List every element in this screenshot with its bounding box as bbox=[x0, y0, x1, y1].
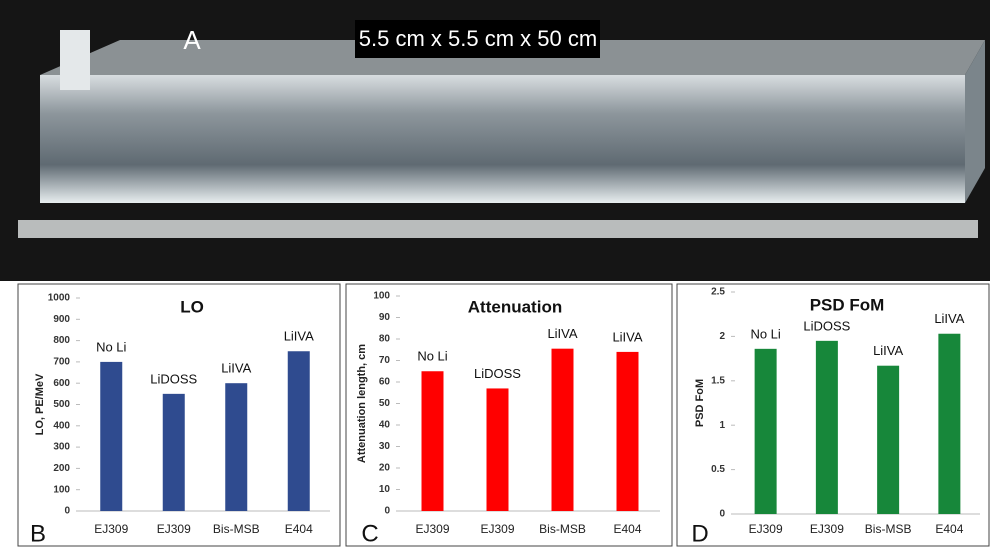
y-axis-label: Attenuation length, cm bbox=[356, 344, 368, 463]
y-tick-label: 50 bbox=[379, 398, 391, 409]
x-tick-label: EJ309 bbox=[480, 522, 514, 536]
y-tick-label: 900 bbox=[53, 314, 70, 325]
bar bbox=[288, 351, 310, 511]
bar-annotation: LiDOSS bbox=[150, 371, 197, 386]
x-tick-label: EJ309 bbox=[415, 522, 449, 536]
photo: 5.5 cm x 5.5 cm x 50 cm A bbox=[0, 0, 990, 281]
block-front bbox=[40, 75, 965, 203]
bar-annotation: No Li bbox=[417, 349, 447, 364]
bar bbox=[938, 334, 960, 514]
x-tick-label: Bis-MSB bbox=[213, 522, 260, 536]
bar-annotation: LiIVA bbox=[873, 343, 903, 358]
panel-label: C bbox=[361, 520, 378, 547]
fitting bbox=[60, 30, 90, 90]
y-tick-label: 100 bbox=[53, 484, 70, 495]
x-tick-label: Bis-MSB bbox=[865, 522, 912, 536]
y-axis-label: PSD FoM bbox=[694, 379, 706, 427]
photo-label: A bbox=[183, 25, 201, 55]
y-tick-label: 0 bbox=[719, 509, 725, 520]
y-tick-label: 0.5 bbox=[711, 464, 725, 475]
bar bbox=[755, 349, 777, 514]
x-tick-label: E404 bbox=[285, 522, 313, 536]
x-tick-label: EJ309 bbox=[810, 522, 844, 536]
page: 5.5 cm x 5.5 cm x 50 cm A LO LO, PE/MeV B 0… bbox=[0, 0, 990, 547]
x-tick-label: E404 bbox=[935, 522, 963, 536]
x-tick-label: EJ309 bbox=[749, 522, 783, 536]
ruler bbox=[18, 220, 978, 238]
y-tick-label: 2 bbox=[719, 331, 725, 342]
y-tick-label: 500 bbox=[53, 399, 70, 410]
bar-annotation: No Li bbox=[96, 339, 126, 354]
y-tick-label: 20 bbox=[379, 463, 391, 474]
bar bbox=[487, 388, 509, 511]
y-tick-label: 10 bbox=[379, 484, 391, 495]
x-tick-label: EJ309 bbox=[157, 522, 191, 536]
bar bbox=[877, 366, 899, 514]
x-tick-label: E404 bbox=[613, 522, 641, 536]
bar bbox=[225, 383, 247, 511]
bar bbox=[163, 394, 185, 511]
y-tick-label: 0 bbox=[64, 506, 70, 517]
bar-annotation: LiIVA bbox=[547, 326, 577, 341]
bar-annotation: LiIVA bbox=[934, 311, 964, 326]
bar-annotation: LiIVA bbox=[612, 329, 642, 344]
y-tick-label: 40 bbox=[379, 420, 391, 431]
panel-label: B bbox=[30, 520, 46, 547]
chart-title: Attenuation bbox=[468, 297, 562, 316]
bar bbox=[100, 362, 122, 511]
y-tick-label: 70 bbox=[379, 355, 391, 366]
y-axis-label: LO, PE/MeV bbox=[34, 373, 46, 435]
photo-caption: 5.5 cm x 5.5 cm x 50 cm bbox=[359, 26, 597, 51]
y-tick-label: 300 bbox=[53, 442, 70, 453]
panel-label: D bbox=[691, 520, 708, 547]
y-tick-label: 1000 bbox=[48, 293, 71, 304]
y-tick-label: 200 bbox=[53, 463, 70, 474]
bar-annotation: LiIVA bbox=[284, 329, 314, 344]
y-tick-label: 1.5 bbox=[711, 375, 725, 386]
y-tick-label: 80 bbox=[379, 334, 391, 345]
y-tick-label: 700 bbox=[53, 357, 70, 368]
y-tick-label: 60 bbox=[379, 377, 391, 388]
y-tick-label: 800 bbox=[53, 335, 70, 346]
y-tick-label: 100 bbox=[373, 291, 390, 302]
bar-annotation: LiDOSS bbox=[474, 366, 521, 381]
bar-annotation: LiDOSS bbox=[803, 318, 850, 333]
figure: 5.5 cm x 5.5 cm x 50 cm A LO LO, PE/MeV B 0… bbox=[0, 0, 990, 547]
y-tick-label: 400 bbox=[53, 420, 70, 431]
y-tick-label: 2.5 bbox=[711, 287, 725, 298]
x-tick-label: EJ309 bbox=[94, 522, 128, 536]
bar-annotation: No Li bbox=[750, 326, 780, 341]
bar bbox=[816, 341, 838, 514]
bar bbox=[552, 349, 574, 511]
y-tick-label: 0 bbox=[384, 506, 390, 517]
x-tick-label: Bis-MSB bbox=[539, 522, 586, 536]
y-tick-label: 1 bbox=[719, 420, 725, 431]
y-tick-label: 600 bbox=[53, 378, 70, 389]
bar bbox=[422, 371, 444, 511]
y-tick-label: 90 bbox=[379, 312, 391, 323]
bar bbox=[617, 352, 639, 511]
bar-annotation: LiIVA bbox=[221, 361, 251, 376]
y-tick-label: 30 bbox=[379, 441, 391, 452]
chart-title: LO bbox=[180, 297, 204, 316]
chart-title: PSD FoM bbox=[810, 295, 885, 314]
